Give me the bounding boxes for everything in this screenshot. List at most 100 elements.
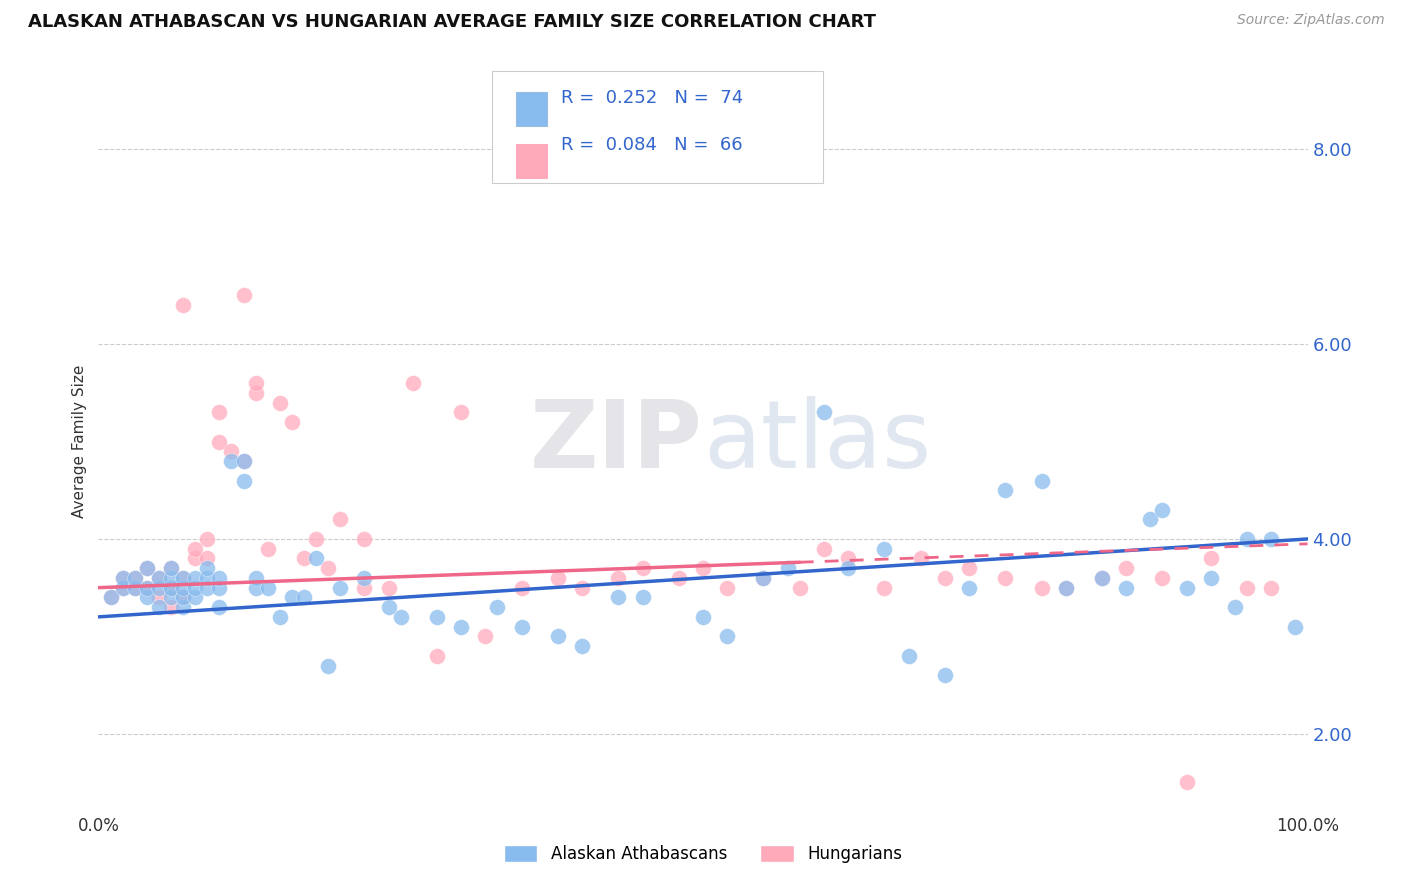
Text: R =  0.252   N =  74: R = 0.252 N = 74 bbox=[561, 89, 744, 107]
Point bbox=[510, 581, 533, 595]
Point bbox=[111, 571, 134, 585]
Point bbox=[100, 591, 122, 605]
Point bbox=[232, 474, 254, 488]
Point bbox=[292, 551, 315, 566]
Point bbox=[934, 668, 956, 682]
Point bbox=[1236, 581, 1258, 595]
Y-axis label: Average Family Size: Average Family Size bbox=[72, 365, 87, 518]
Point bbox=[450, 619, 472, 633]
Point bbox=[1091, 571, 1114, 585]
Point bbox=[752, 571, 775, 585]
Point bbox=[232, 288, 254, 302]
Point bbox=[208, 600, 231, 615]
Point bbox=[172, 591, 194, 605]
Point bbox=[1139, 512, 1161, 526]
Point bbox=[1152, 502, 1174, 516]
Point bbox=[934, 571, 956, 585]
Point bbox=[195, 532, 218, 546]
Point bbox=[353, 532, 375, 546]
Point bbox=[160, 591, 183, 605]
Point bbox=[813, 541, 835, 556]
Point bbox=[353, 581, 375, 595]
Point bbox=[571, 639, 593, 653]
Point bbox=[897, 648, 920, 663]
Point bbox=[1175, 581, 1198, 595]
Point bbox=[631, 591, 654, 605]
Point bbox=[668, 571, 690, 585]
Point bbox=[245, 376, 267, 390]
Point bbox=[776, 561, 799, 575]
Point bbox=[1115, 581, 1137, 595]
Point bbox=[111, 571, 134, 585]
Point bbox=[329, 512, 352, 526]
Point bbox=[184, 551, 207, 566]
Point bbox=[1223, 600, 1246, 615]
Point bbox=[135, 581, 157, 595]
Point bbox=[232, 454, 254, 468]
Point bbox=[232, 454, 254, 468]
Point bbox=[837, 551, 859, 566]
Point bbox=[789, 581, 811, 595]
Point bbox=[1284, 619, 1306, 633]
Point bbox=[160, 581, 183, 595]
Text: atlas: atlas bbox=[703, 395, 931, 488]
Point bbox=[135, 591, 157, 605]
Point bbox=[510, 619, 533, 633]
Point bbox=[148, 581, 170, 595]
Point bbox=[172, 298, 194, 312]
Legend: Alaskan Athabascans, Hungarians: Alaskan Athabascans, Hungarians bbox=[498, 838, 908, 870]
Point bbox=[184, 591, 207, 605]
Point bbox=[208, 571, 231, 585]
Text: Source: ZipAtlas.com: Source: ZipAtlas.com bbox=[1237, 13, 1385, 28]
Point bbox=[607, 571, 630, 585]
Point bbox=[245, 571, 267, 585]
Point bbox=[148, 591, 170, 605]
Point bbox=[377, 581, 399, 595]
Point bbox=[148, 600, 170, 615]
Point bbox=[1091, 571, 1114, 585]
Point bbox=[195, 571, 218, 585]
Point bbox=[305, 532, 328, 546]
Point bbox=[195, 561, 218, 575]
Point bbox=[873, 581, 896, 595]
Point bbox=[135, 561, 157, 575]
Point bbox=[269, 610, 291, 624]
Point bbox=[837, 561, 859, 575]
Text: ALASKAN ATHABASCAN VS HUNGARIAN AVERAGE FAMILY SIZE CORRELATION CHART: ALASKAN ATHABASCAN VS HUNGARIAN AVERAGE … bbox=[28, 13, 876, 31]
Point bbox=[305, 551, 328, 566]
Point bbox=[1115, 561, 1137, 575]
Point bbox=[607, 591, 630, 605]
Point bbox=[692, 561, 714, 575]
Point bbox=[124, 581, 146, 595]
Point bbox=[124, 571, 146, 585]
Point bbox=[111, 581, 134, 595]
Point bbox=[571, 581, 593, 595]
Point bbox=[1236, 532, 1258, 546]
Point bbox=[450, 405, 472, 419]
Point bbox=[160, 561, 183, 575]
Point bbox=[994, 483, 1017, 498]
Point bbox=[245, 581, 267, 595]
Point bbox=[221, 454, 243, 468]
Point bbox=[184, 541, 207, 556]
Point bbox=[752, 571, 775, 585]
Point bbox=[547, 629, 569, 643]
Point bbox=[631, 561, 654, 575]
Point bbox=[221, 444, 243, 458]
Point bbox=[208, 581, 231, 595]
Point bbox=[135, 581, 157, 595]
Point bbox=[184, 581, 207, 595]
Point bbox=[172, 571, 194, 585]
Point bbox=[1175, 775, 1198, 789]
Point bbox=[402, 376, 425, 390]
Point bbox=[245, 385, 267, 400]
Point bbox=[208, 405, 231, 419]
Point bbox=[281, 415, 304, 429]
Point bbox=[316, 561, 339, 575]
Point bbox=[486, 600, 509, 615]
Point bbox=[135, 561, 157, 575]
Point bbox=[547, 571, 569, 585]
Point bbox=[124, 581, 146, 595]
Point bbox=[172, 600, 194, 615]
Point bbox=[389, 610, 412, 624]
